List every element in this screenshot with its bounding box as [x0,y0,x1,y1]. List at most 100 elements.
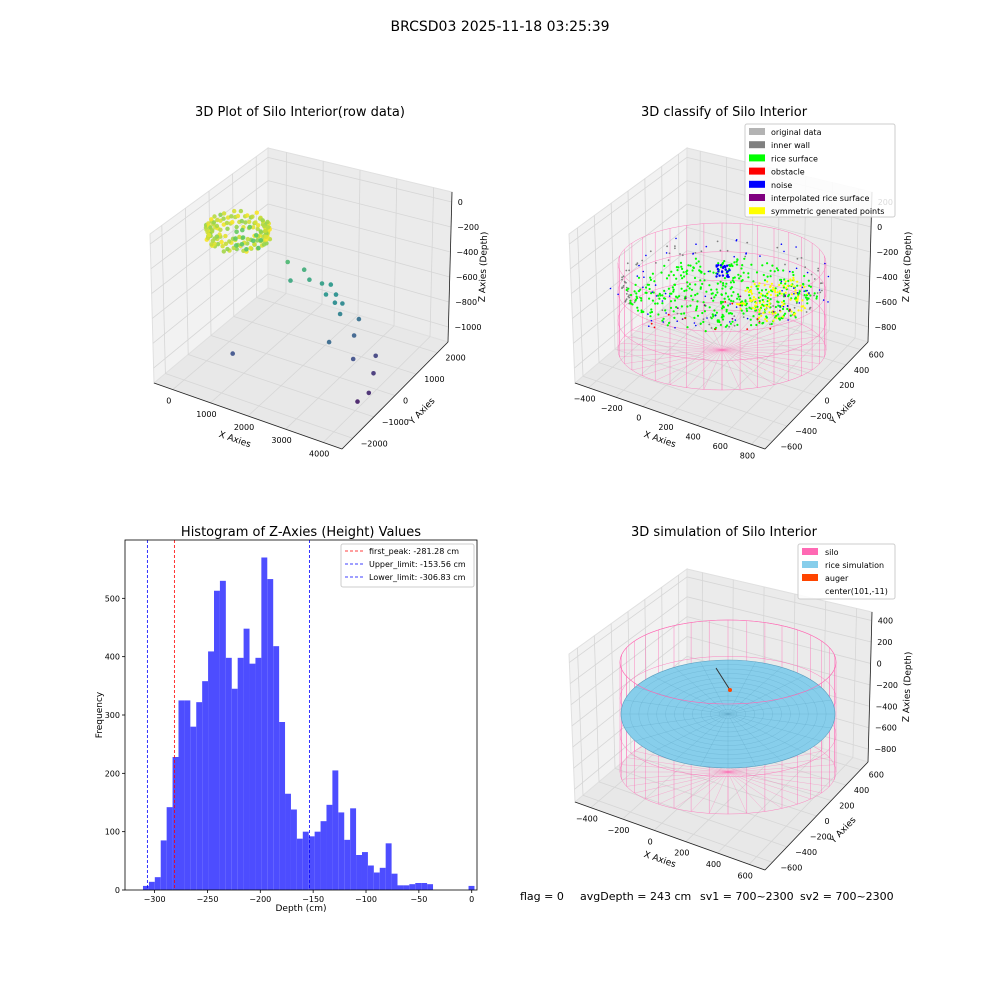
hist-bar [279,722,286,890]
cls-point-symmetric [801,299,804,302]
cls-point-noise [714,314,717,317]
cls-point-noise [733,255,735,258]
cls-point-rice-surface [736,323,739,326]
cls-x-tick: 400 [686,432,701,441]
cls-point-inner-wall [649,250,652,253]
hist-bar [350,808,357,890]
sim-x-tick: 0 [648,837,653,846]
cls-point-symmetric [792,278,795,281]
cls-point-rice-surface [721,307,724,310]
hist-bar [373,872,380,890]
raw-point [332,300,338,306]
hist-bar [427,884,434,890]
sim-x-tick-labels: −400 −200 0 200 400 600 [576,815,753,881]
cls-point-rice-surface [736,258,739,261]
cls-point-rice-surface [732,291,735,294]
sim-legend: silo rice simulation auger center(101,-11) [797,543,896,600]
raw-point [366,390,372,396]
cls-point-symmetric [760,314,763,317]
cls-point-rice-surface [733,261,736,264]
sim-zgrid-line [686,616,871,664]
cls-point-noise [779,305,781,307]
cls-point-inner-wall [668,252,671,255]
sim-rice-mesh-spoke [624,713,729,729]
cls-point-rice-surface [700,271,703,274]
cls-point-obstacle [653,326,656,329]
cls-point-rice-surface [736,297,739,300]
hist-x-tick-label: −50 [410,895,427,904]
cls-point-rice-surface [656,302,659,305]
cls-point-rice-surface [712,315,715,318]
cls-point-rice-surface [689,264,692,267]
cls-point-rice-surface [807,297,810,300]
raw-point [234,243,239,248]
cls-point-noise [827,301,829,303]
raw-zgrid-line [150,157,269,245]
cls-point-rice-surface [745,309,749,312]
raw-xgrid-wall [429,187,434,337]
cls-point-noise [818,289,821,291]
raw-ring-point [261,242,267,247]
hist-x-tick-label: −300 [144,895,166,904]
sim-z-tick: −200 [876,681,898,690]
cls-z-tick: −600 [875,298,897,307]
raw-y-axis-line [341,341,449,450]
cls-point-rice-surface [648,287,651,291]
cls-point-rice-surface [755,323,758,327]
cls-point-symmetric [758,282,761,285]
cls-point-rice-surface [813,292,816,295]
raw-x-tick-labels: 0 1000 2000 3000 4000 [166,397,329,459]
sim-rice-mesh-spoke [727,667,782,715]
cls-point-inner-wall [817,267,820,270]
raw-point [323,292,329,297]
cls-point-interpolated [731,317,734,320]
cls-legend-swatch [749,194,765,201]
cls-silo-spoke [721,349,775,385]
cls-zgrid-line [571,203,688,294]
cls-point-rice-surface [722,284,725,287]
cls-point-noise [780,280,783,283]
cls-point-rice-surface [758,291,761,294]
cls-point-rice-surface [730,299,733,302]
cls-silo-spoke [624,336,723,351]
cls-point-rice-surface [693,276,697,280]
cls-point-symmetric [789,298,792,301]
hist-bar [184,700,191,890]
hist-x-tick-label: 0 [469,895,474,904]
cls-point-rice-surface [665,277,669,280]
cls-point-inner-wall [655,262,657,264]
raw-ygrid-wall [185,208,189,355]
cls-point-noise-cluster [721,266,725,270]
raw-y-tick-labels: −2000 −1000 0 1000 2000 [361,354,466,449]
cls-ygrid-wall [577,227,584,377]
cls-point-rice-surface [705,290,708,293]
cls-x-tick: 0 [636,414,641,423]
sim-z-axis-label: Z Axies (Depth) [902,652,914,723]
cls-point-rice-surface [657,294,660,297]
hist-bar [172,757,179,890]
sim-silo-spoke [727,771,830,787]
cls-point-symmetric [781,315,784,318]
cls-point-rice-surface [736,293,740,296]
raw-y-tick: 1000 [424,375,444,384]
raw-x-tick: 0 [166,397,171,406]
cls-point-noise-cluster [716,272,719,276]
raw-ring-point [209,217,214,222]
cls-point-rice-surface [777,313,780,316]
cls-point-symmetric [793,285,796,288]
cls-point-symmetric [774,291,777,294]
cls-point-noise [707,270,710,273]
raw-point [319,281,325,286]
cls-point-obstacle [758,320,761,323]
raw-point [337,311,343,317]
hist-bar [397,885,404,890]
panel-raw-title: 3D Plot of Silo Interior(row data) [195,105,405,120]
cls-point-rice-surface [769,298,772,301]
hist-x-tick-label: −150 [302,895,324,904]
sim-z-tick: 200 [877,638,892,647]
cls-point-rice-surface [752,315,755,318]
cls-point-obstacle [756,318,759,320]
cls-point-rice-surface [719,323,723,326]
cls-point-rice-surface [637,290,641,293]
hist-bar [326,804,333,890]
